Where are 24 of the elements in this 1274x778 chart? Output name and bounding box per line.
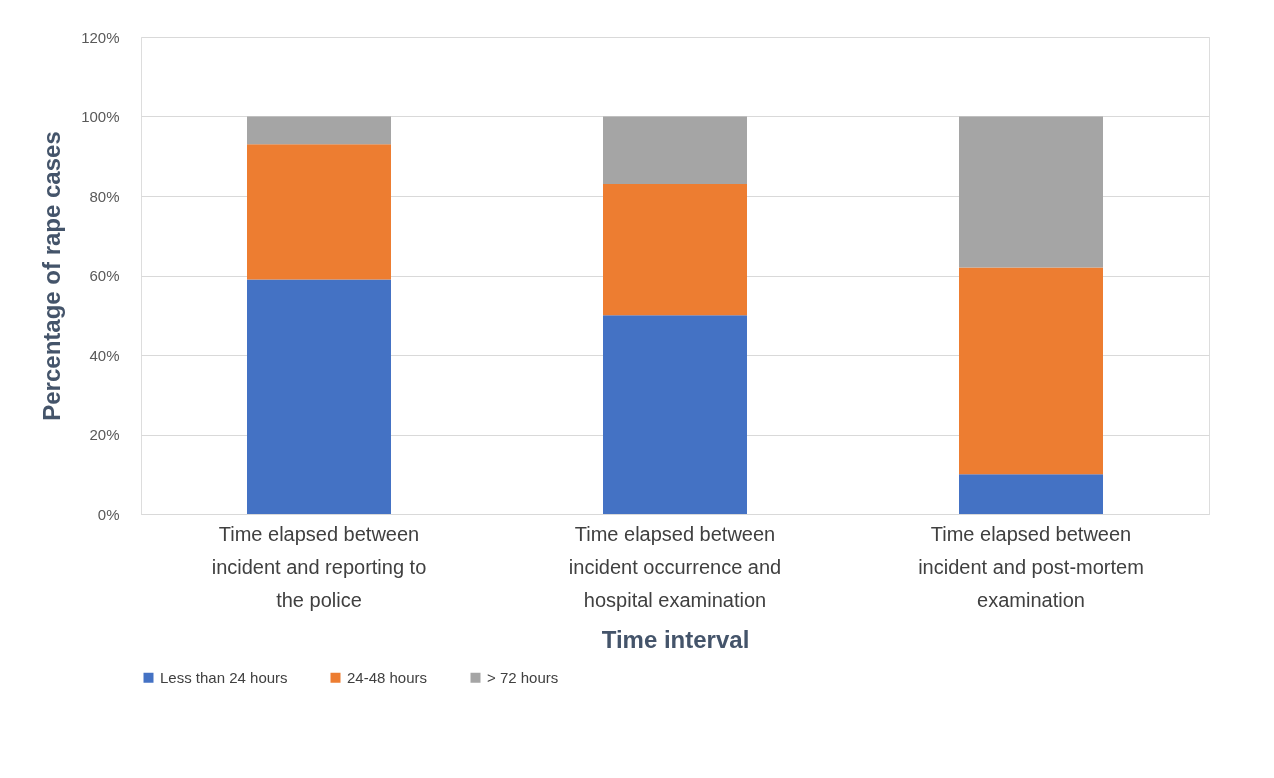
y-axis-title: Percentage of rape cases xyxy=(38,131,66,421)
y-tick-label: 20% xyxy=(89,426,120,443)
y-tick-label: 80% xyxy=(89,187,120,205)
bar xyxy=(603,116,747,185)
x-tick-label: Time elapsed between incident occurrence and hospital examination xyxy=(568,522,782,611)
y-tick-label: 40% xyxy=(89,346,120,364)
legend-label: > 72 hours xyxy=(487,668,559,686)
y-tick-label: 0% xyxy=(97,505,120,523)
x-tick-label: Time elapsed between incident and post-mortem examination xyxy=(918,522,1144,611)
y-tick-label: 100% xyxy=(81,108,120,125)
legend-label: Less than 24 hours xyxy=(160,668,288,686)
bar xyxy=(247,279,391,514)
bar xyxy=(959,116,1103,268)
legend-label: 24-48 hours xyxy=(347,668,428,686)
y-tick-label: 60% xyxy=(89,267,120,284)
bar xyxy=(603,184,747,316)
bar xyxy=(603,315,747,514)
x-axis-title: Time interval xyxy=(601,625,750,653)
x-tick-label: Time elapsed between incident and reporting to the police xyxy=(211,522,427,611)
bar xyxy=(959,267,1103,475)
bar xyxy=(247,144,391,280)
bar xyxy=(959,474,1103,514)
bar xyxy=(247,116,391,145)
y-tick-label: 120% xyxy=(81,28,120,46)
